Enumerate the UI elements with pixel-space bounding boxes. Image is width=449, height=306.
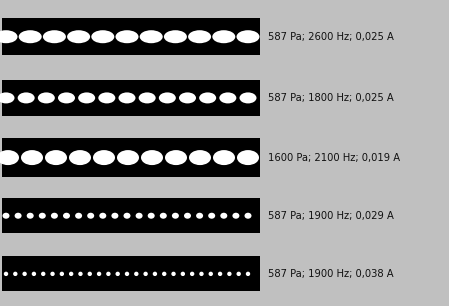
Ellipse shape — [78, 92, 95, 103]
Ellipse shape — [208, 213, 215, 219]
Ellipse shape — [190, 272, 194, 276]
Ellipse shape — [32, 272, 36, 276]
Ellipse shape — [106, 272, 110, 276]
Ellipse shape — [88, 272, 92, 276]
Ellipse shape — [63, 213, 70, 219]
Ellipse shape — [97, 272, 101, 276]
Ellipse shape — [233, 213, 239, 219]
FancyBboxPatch shape — [2, 80, 260, 116]
Ellipse shape — [0, 92, 14, 103]
Ellipse shape — [188, 30, 211, 43]
Ellipse shape — [136, 213, 143, 219]
Ellipse shape — [245, 213, 251, 219]
Ellipse shape — [160, 213, 167, 219]
Ellipse shape — [115, 272, 120, 276]
Ellipse shape — [212, 30, 235, 43]
Ellipse shape — [75, 213, 82, 219]
Ellipse shape — [153, 272, 157, 276]
Ellipse shape — [189, 150, 211, 165]
Ellipse shape — [18, 92, 35, 103]
Ellipse shape — [58, 92, 75, 103]
Ellipse shape — [13, 272, 18, 276]
Ellipse shape — [139, 92, 156, 103]
Ellipse shape — [165, 150, 187, 165]
Ellipse shape — [123, 213, 131, 219]
Ellipse shape — [199, 92, 216, 103]
Ellipse shape — [43, 30, 66, 43]
Ellipse shape — [159, 92, 176, 103]
Ellipse shape — [91, 30, 114, 43]
FancyBboxPatch shape — [2, 138, 260, 177]
Ellipse shape — [69, 150, 91, 165]
Ellipse shape — [134, 272, 138, 276]
Text: 587 Pa; 1900 Hz; 0,038 A: 587 Pa; 1900 Hz; 0,038 A — [268, 269, 394, 279]
Ellipse shape — [60, 272, 64, 276]
Text: 587 Pa; 1800 Hz; 0,025 A: 587 Pa; 1800 Hz; 0,025 A — [268, 93, 394, 103]
Ellipse shape — [41, 272, 45, 276]
Ellipse shape — [227, 272, 232, 276]
Ellipse shape — [93, 150, 115, 165]
FancyBboxPatch shape — [2, 256, 260, 291]
Ellipse shape — [21, 150, 43, 165]
Ellipse shape — [45, 150, 67, 165]
Ellipse shape — [172, 272, 176, 276]
Ellipse shape — [237, 30, 260, 43]
Ellipse shape — [218, 272, 222, 276]
Ellipse shape — [69, 272, 73, 276]
Ellipse shape — [199, 272, 204, 276]
Ellipse shape — [196, 213, 203, 219]
Ellipse shape — [179, 92, 196, 103]
Ellipse shape — [209, 272, 213, 276]
Ellipse shape — [15, 213, 22, 219]
Ellipse shape — [4, 272, 8, 276]
Ellipse shape — [3, 213, 9, 219]
Ellipse shape — [26, 213, 34, 219]
Ellipse shape — [117, 150, 139, 165]
Ellipse shape — [237, 150, 259, 165]
Ellipse shape — [143, 272, 148, 276]
Ellipse shape — [164, 30, 187, 43]
Ellipse shape — [78, 272, 83, 276]
Ellipse shape — [119, 92, 136, 103]
Ellipse shape — [0, 150, 19, 165]
Text: 587 Pa; 1900 Hz; 0,029 A: 587 Pa; 1900 Hz; 0,029 A — [268, 211, 394, 221]
Ellipse shape — [237, 272, 241, 276]
Ellipse shape — [38, 92, 55, 103]
Ellipse shape — [162, 272, 167, 276]
Text: 587 Pa; 2600 Hz; 0,025 A: 587 Pa; 2600 Hz; 0,025 A — [268, 32, 394, 42]
FancyBboxPatch shape — [2, 198, 260, 233]
Ellipse shape — [180, 272, 185, 276]
Ellipse shape — [22, 272, 27, 276]
Ellipse shape — [39, 213, 46, 219]
Ellipse shape — [115, 30, 138, 43]
Ellipse shape — [111, 213, 119, 219]
Ellipse shape — [184, 213, 191, 219]
Ellipse shape — [140, 30, 163, 43]
Ellipse shape — [50, 272, 55, 276]
Text: 1600 Pa; 2100 Hz; 0,019 A: 1600 Pa; 2100 Hz; 0,019 A — [268, 153, 400, 162]
Ellipse shape — [0, 30, 18, 43]
Ellipse shape — [125, 272, 129, 276]
Ellipse shape — [213, 150, 235, 165]
Ellipse shape — [220, 213, 227, 219]
FancyBboxPatch shape — [2, 18, 260, 55]
Ellipse shape — [98, 92, 115, 103]
Ellipse shape — [239, 92, 256, 103]
Ellipse shape — [141, 150, 163, 165]
Ellipse shape — [148, 213, 155, 219]
Ellipse shape — [87, 213, 94, 219]
Ellipse shape — [51, 213, 58, 219]
Ellipse shape — [99, 213, 106, 219]
Ellipse shape — [246, 272, 250, 276]
Ellipse shape — [219, 92, 236, 103]
Ellipse shape — [172, 213, 179, 219]
Ellipse shape — [67, 30, 90, 43]
Ellipse shape — [19, 30, 42, 43]
